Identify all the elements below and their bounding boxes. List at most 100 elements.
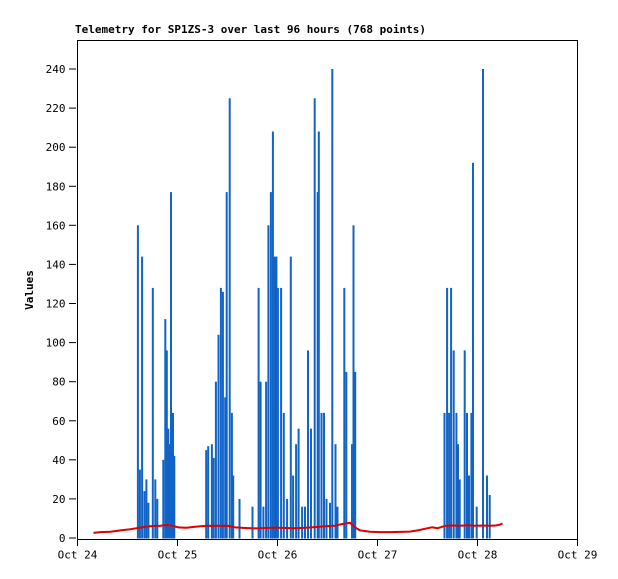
impulse-bar xyxy=(238,498,241,539)
impulse-bar xyxy=(354,371,357,539)
impulse-bar xyxy=(257,287,260,539)
x-tick-label: Oct 27 xyxy=(358,549,398,562)
impulse-bar xyxy=(168,444,171,539)
impulse-bar xyxy=(466,412,468,539)
x-tick-label: Oct 24 xyxy=(58,549,98,562)
impulse-bar xyxy=(450,287,453,539)
impulse-bar xyxy=(173,455,176,539)
y-tick-label: 180 xyxy=(46,180,66,193)
impulse-bar xyxy=(170,192,172,539)
y-tick-label: 240 xyxy=(46,63,66,76)
impulse-bar xyxy=(273,256,276,539)
impulse-bar xyxy=(289,256,292,539)
impulse-bar xyxy=(323,412,325,539)
impulse-bar xyxy=(468,475,470,539)
impulse-bar xyxy=(313,98,316,539)
impulse-bar xyxy=(488,495,491,539)
impulse-bar xyxy=(329,502,331,539)
impulse-bar xyxy=(232,475,235,539)
x-tick-label: Oct 26 xyxy=(258,549,298,562)
impulse-bar xyxy=(162,459,165,539)
impulse-bar xyxy=(251,506,254,539)
impulse-bar xyxy=(334,444,337,539)
impulse-bar xyxy=(210,444,213,539)
y-tick-label: 220 xyxy=(46,102,66,115)
impulse-bar xyxy=(207,446,210,539)
impulse-series-layer xyxy=(136,69,491,539)
impulse-bar xyxy=(154,479,157,539)
x-tick-label: Oct 28 xyxy=(458,549,498,562)
impulse-bar xyxy=(448,412,451,539)
y-tick-label: 100 xyxy=(46,337,66,350)
impulse-bar xyxy=(138,469,141,539)
impulse-bar xyxy=(310,428,312,539)
impulse-bar xyxy=(151,287,154,539)
y-tick-label: 80 xyxy=(52,376,65,389)
impulse-bar xyxy=(280,287,283,539)
impulse-bar xyxy=(475,506,478,539)
impulse-bar xyxy=(486,475,488,539)
impulse-bar xyxy=(275,256,278,539)
x-tick-label: Oct 29 xyxy=(558,549,598,562)
impulse-bar xyxy=(472,162,474,539)
impulse-bar xyxy=(276,287,279,539)
impulse-bar xyxy=(443,412,446,539)
impulse-bar xyxy=(482,69,484,539)
impulse-bar xyxy=(271,131,274,539)
impulse-bar xyxy=(269,192,272,539)
impulse-bar xyxy=(297,428,300,539)
impulse-bar xyxy=(172,412,174,539)
impulse-bar xyxy=(262,506,265,539)
impulse-bar xyxy=(307,350,309,539)
baseline-series-layer xyxy=(93,521,503,534)
impulse-bar xyxy=(164,319,167,539)
impulse-bar xyxy=(156,498,159,539)
y-tick-label: 120 xyxy=(46,298,66,311)
y-axis-label: Values xyxy=(23,270,36,310)
impulse-bar xyxy=(145,479,148,539)
impulse-bar xyxy=(320,412,323,539)
impulse-bar xyxy=(351,444,353,539)
impulse-bar xyxy=(286,498,289,539)
impulse-bar xyxy=(446,287,449,539)
y-tick-label: 0 xyxy=(59,532,66,545)
impulse-bar xyxy=(143,491,146,539)
impulse-bar xyxy=(463,350,466,539)
impulse-bar xyxy=(343,287,346,539)
x-axis-ticks: Oct 24 Oct 25 Oct 26 Oct 27 Oct 28 Oct 29 xyxy=(58,540,598,562)
y-tick-label: 40 xyxy=(52,454,65,467)
chart-title: Telemetry for SP1ZS-3 over last 96 hours… xyxy=(75,23,426,36)
impulse-bar xyxy=(282,412,285,539)
plot-border xyxy=(77,40,578,540)
y-tick-label: 200 xyxy=(46,141,66,154)
x-tick-label: Oct 25 xyxy=(158,549,198,562)
impulse-bar xyxy=(230,412,233,539)
impulse-bar xyxy=(316,192,319,539)
impulse-bar xyxy=(136,225,139,539)
impulse-bar xyxy=(301,506,304,539)
impulse-bar xyxy=(325,498,328,539)
impulse-bar xyxy=(304,506,306,539)
impulse-bar xyxy=(352,225,355,539)
impulse-bar xyxy=(470,412,473,539)
impulse-bar xyxy=(224,397,227,539)
impulse-bar xyxy=(141,256,144,539)
impulse-bar xyxy=(345,371,348,539)
impulse-bar xyxy=(458,479,461,539)
impulse-bar xyxy=(167,428,170,539)
impulse-bar xyxy=(317,131,320,539)
impulse-bar xyxy=(219,287,222,539)
impulse-bar xyxy=(214,381,217,539)
impulse-bar xyxy=(225,192,228,539)
impulse-bar xyxy=(221,291,224,539)
impulse-bar xyxy=(212,457,215,539)
impulse-bar xyxy=(457,444,459,539)
impulse-bar xyxy=(217,334,220,539)
impulse-bar xyxy=(455,412,458,539)
impulse-bar xyxy=(228,98,231,539)
impulse-bar xyxy=(295,444,298,539)
impulse-bar xyxy=(265,381,268,539)
impulse-bar xyxy=(267,225,270,539)
